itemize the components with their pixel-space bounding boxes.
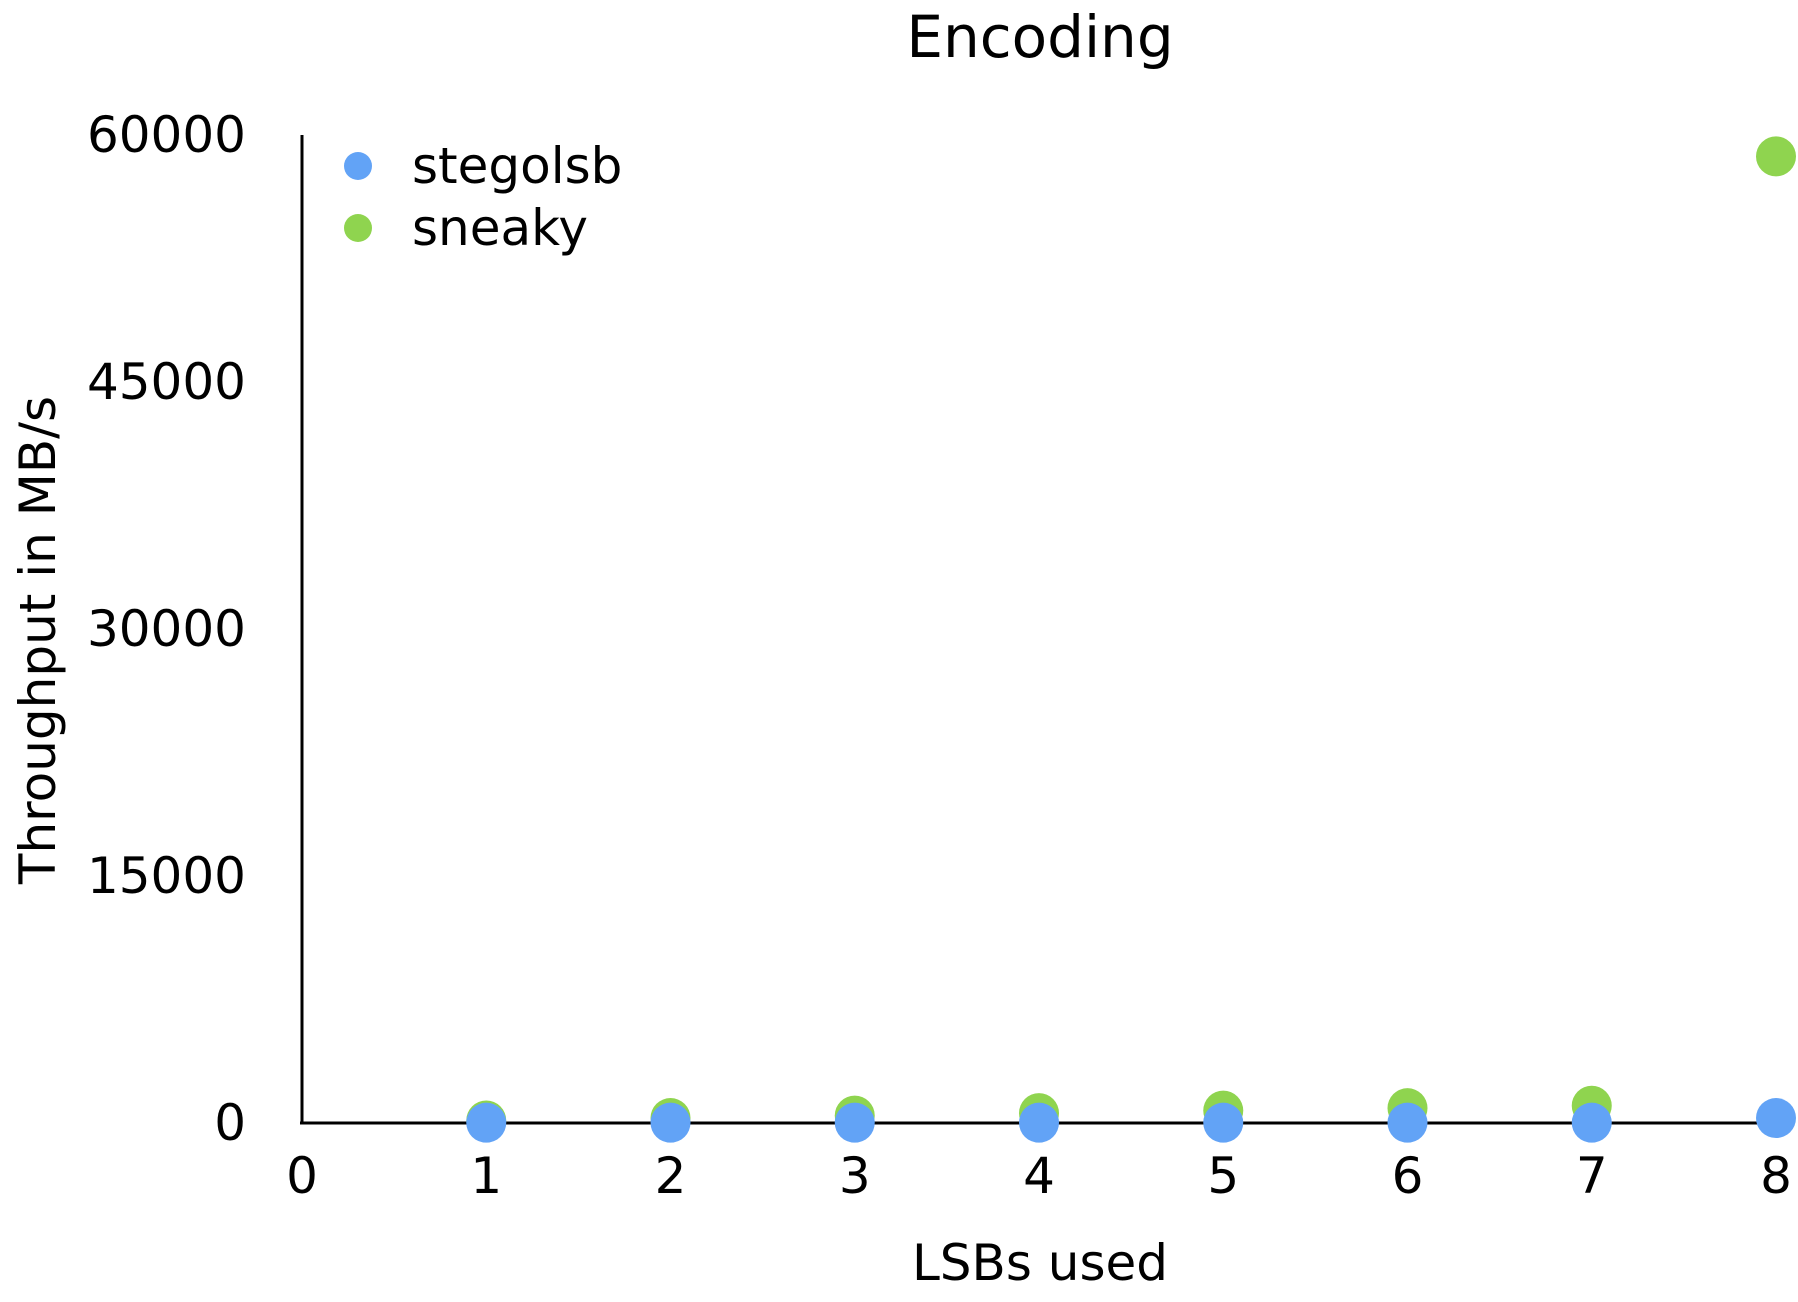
x-tick-label: 4 <box>1023 1147 1055 1205</box>
x-tick-labels: 0 1 2 3 4 5 6 7 8 <box>286 1147 1792 1205</box>
x-tick-label: 8 <box>1760 1147 1792 1205</box>
point-stegolsb <box>1019 1102 1059 1143</box>
legend-marker-stegolsb <box>344 152 372 180</box>
x-tick-label: 3 <box>839 1147 871 1205</box>
y-tick-label: 15000 <box>87 847 246 905</box>
point-stegolsb <box>1387 1102 1428 1143</box>
legend-label-sneaky: sneaky <box>412 199 588 257</box>
legend-label-stegolsb: stegolsb <box>412 137 622 195</box>
point-stegolsb <box>1756 1098 1796 1139</box>
point-stegolsb <box>1203 1102 1244 1143</box>
y-tick-labels: 0 15000 30000 45000 60000 <box>87 106 246 1152</box>
x-axis-label: LSBs used <box>912 1234 1168 1292</box>
legend-marker-sneaky <box>344 214 372 242</box>
data-points <box>466 136 1796 1143</box>
axes <box>300 135 1778 1125</box>
x-tick-label: 6 <box>1392 1147 1424 1205</box>
y-tick-label: 30000 <box>87 600 246 658</box>
x-tick-label: 2 <box>655 1147 687 1205</box>
x-tick-label: 5 <box>1207 1147 1239 1205</box>
y-tick-label: 45000 <box>87 353 246 411</box>
point-stegolsb <box>1571 1102 1612 1143</box>
point-stegolsb <box>834 1102 875 1143</box>
x-tick-label: 1 <box>470 1147 502 1205</box>
point-stegolsb <box>466 1102 507 1143</box>
y-tick-label: 60000 <box>87 106 246 164</box>
x-tick-label: 7 <box>1576 1147 1608 1205</box>
y-axis-label: Throughput in MB/s <box>9 396 67 885</box>
point-stegolsb <box>650 1102 691 1143</box>
x-tick-label: 0 <box>286 1147 318 1205</box>
point-sneaky <box>1756 136 1796 177</box>
y-tick-label: 0 <box>214 1094 246 1152</box>
chart-title: Encoding <box>906 3 1173 71</box>
